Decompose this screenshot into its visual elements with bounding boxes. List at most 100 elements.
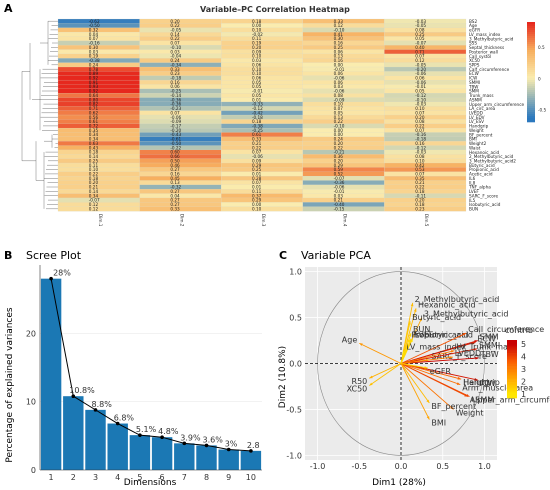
- heatmap-legend-swatch: [527, 46, 535, 49]
- heatmap-cell-label: 0.28: [252, 176, 262, 181]
- heatmap-cell-label: 0.40: [415, 45, 425, 50]
- heatmap-cell-label: 0.16: [334, 58, 344, 63]
- pca-ytick-label: -1.0: [286, 451, 302, 460]
- heatmap-cell-label: 0.80: [89, 97, 99, 102]
- scree-ytick-label: 20: [26, 329, 36, 338]
- heatmap-cell-label: 0.10: [252, 54, 262, 59]
- heatmap-cell-label: 0.59: [334, 167, 344, 172]
- heatmap-row-label: Acetic_acid: [469, 172, 493, 177]
- heatmap-cell-label: 0.22: [415, 123, 425, 128]
- heatmap-cell: [57, 162, 140, 168]
- heatmap-cell-label: 0.14: [170, 32, 180, 37]
- heatmap-cell-label: 0.05: [415, 89, 425, 94]
- scree-line-path: [50, 278, 251, 452]
- heatmap-cell: [302, 136, 385, 142]
- heatmap-cell-label: 0.50: [170, 158, 180, 163]
- heatmap-cell-label: 0.05: [252, 84, 262, 89]
- pca-vector-head: [410, 338, 413, 343]
- heatmap-cell: [384, 106, 467, 112]
- heatmap-cell-label: 0.34: [89, 137, 99, 142]
- scree-xtick-label: 4: [115, 473, 120, 482]
- heatmap-legend-swatch: [527, 40, 535, 43]
- heatmap-legend-tick: 0: [538, 76, 541, 81]
- heatmap-cell: [139, 193, 222, 199]
- pca-xtick-label: 0.5: [436, 462, 449, 471]
- heatmap-cell-label: 0.03: [89, 49, 99, 54]
- heatmap-cell: [302, 167, 385, 173]
- heatmap-legend-swatch: [527, 56, 535, 59]
- heatmap-cell-label: -0.06: [415, 71, 426, 76]
- pca-vector-arrow: [369, 363, 402, 386]
- heatmap-legend-swatch: [527, 26, 535, 29]
- heatmap-cell-label: 0.35: [415, 176, 425, 181]
- pca-vector-head: [419, 317, 422, 322]
- heatmap-cell: [57, 202, 140, 208]
- heatmap-legend-swatch: [527, 52, 535, 55]
- pca-legend-tick: 4: [521, 352, 526, 361]
- pca-xtick-label: -1.0: [310, 462, 326, 471]
- heatmap-cell-label: 0.00: [252, 202, 262, 207]
- heatmap-cell-label: -0.25: [170, 89, 181, 94]
- pca-vector-arrow: [400, 348, 478, 364]
- heatmap-cell-label: -0.20: [170, 128, 181, 133]
- scree-bar: [218, 449, 239, 470]
- heatmap-cell: [221, 202, 303, 208]
- scree-xtick-label: 1: [49, 473, 54, 482]
- heatmap-cell-label: 0.78: [89, 67, 99, 72]
- pca-legend-swatch: [507, 383, 517, 386]
- heatmap-cell: [57, 31, 140, 37]
- scree-ytick-label: 10: [26, 398, 36, 407]
- pca-legend-swatch: [507, 345, 517, 348]
- heatmap-cell: [221, 40, 303, 46]
- pca-vector-head: [424, 366, 428, 369]
- heatmap-cell-label: 0.36: [334, 154, 344, 159]
- pca-legend-swatch: [507, 392, 517, 394]
- scree-xtick-label: 10: [246, 473, 256, 482]
- heatmap-cell-label: 0.24: [170, 58, 180, 63]
- scree-ytick-label: 0: [31, 466, 36, 475]
- heatmap-legend-swatch: [527, 106, 535, 109]
- pca-legend-tick: 2: [521, 378, 526, 387]
- pca-vectors: 2_Methylbutyric_acid 3_Methylbutyric_acid…: [342, 295, 550, 428]
- heatmap-row-label: TNF_alpha: [468, 185, 491, 190]
- heatmap-cell-label: 0.13: [334, 54, 344, 59]
- scree-point: [71, 394, 76, 398]
- heatmap-cell: [221, 23, 303, 29]
- heatmap-cell-label: -0.50: [170, 141, 181, 146]
- heatmap-row-label: IL6: [469, 176, 476, 181]
- heatmap-cell-label: -0.10: [334, 123, 345, 128]
- pca-vector-label: TBW: [480, 350, 499, 359]
- heatmap-cell-label: -0.42: [252, 110, 263, 115]
- heatmap-cell-label: 0.33: [252, 137, 262, 142]
- pca-vector-arrow: [400, 333, 412, 364]
- pca-xtick-label: 0.0: [395, 462, 408, 471]
- heatmap-cell-label: 0.07: [415, 171, 425, 176]
- pca-ytick-label: 1.0: [289, 268, 302, 277]
- panel-label-a: A: [4, 2, 13, 15]
- heatmap-cell-label: -0.03: [415, 19, 426, 24]
- heatmap-cell-label: 0.03: [170, 49, 180, 54]
- heatmap-cell-label: -0.62: [89, 19, 100, 24]
- pca-legend-tick: 3: [521, 365, 526, 374]
- heatmap-cell-label: 0.24: [89, 62, 99, 67]
- heatmap-cell-label: 0.00: [334, 132, 344, 137]
- heatmap-cell: [221, 18, 303, 24]
- scree-point: [249, 449, 253, 453]
- heatmap-cell: [221, 145, 303, 151]
- scree-point: [49, 276, 53, 281]
- pca-vector-head: [408, 333, 412, 337]
- heatmap-cell-label: -0.16: [415, 132, 426, 137]
- heatmap-cell-label: -0.43: [170, 132, 181, 137]
- heatmap-cell: [221, 206, 303, 212]
- heatmap-cell: [57, 132, 140, 138]
- heatmap-cell-label: -0.21: [334, 150, 345, 155]
- pca-legend-swatch: [507, 357, 517, 360]
- scree-data-label: 3.6%: [203, 435, 224, 444]
- heatmap-cell: [57, 27, 140, 33]
- scree-data-label: 4.8%: [158, 427, 179, 436]
- heatmap-cell-label: 0.07: [252, 150, 262, 155]
- heatmap-cell: [221, 71, 303, 77]
- scree-bar: [174, 443, 195, 470]
- pca-legend-swatch: [507, 347, 517, 349]
- heatmap-row-label: Call_systol: [469, 54, 491, 59]
